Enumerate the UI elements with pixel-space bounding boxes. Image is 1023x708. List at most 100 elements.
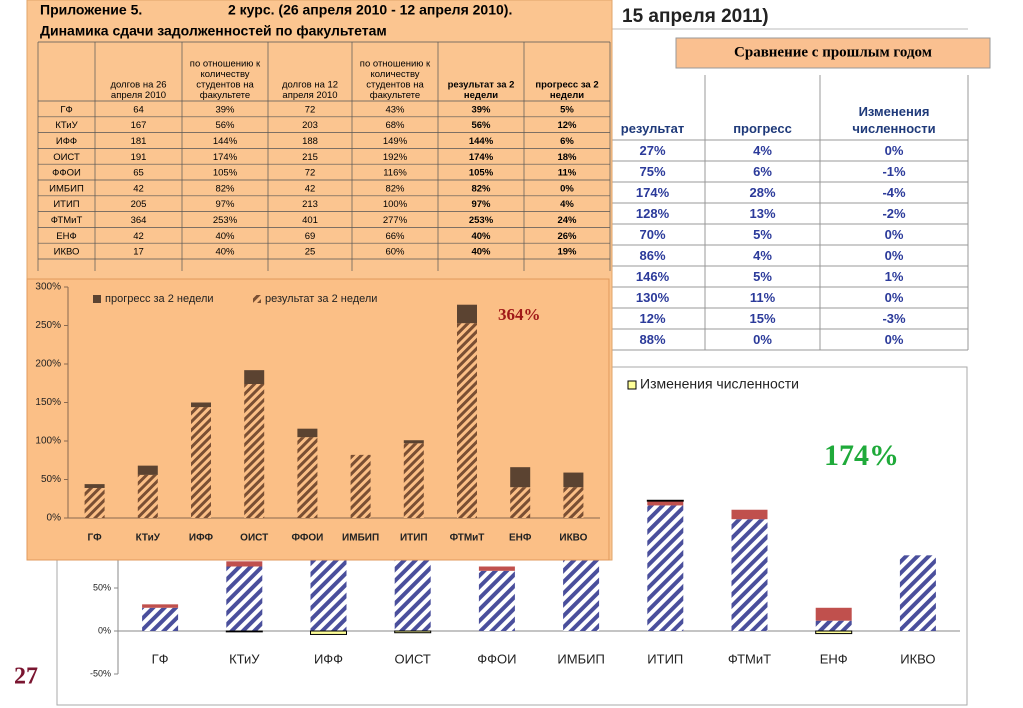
y-tick-label: 0% — [98, 625, 111, 635]
cell: 86% — [639, 248, 665, 263]
legend-swatch — [93, 295, 101, 303]
cell: 174% — [636, 185, 670, 200]
cell: 192% — [383, 152, 408, 163]
cell: 27% — [639, 143, 665, 158]
cell: 56% — [471, 120, 491, 131]
table-subtitle: 2 курс. (26 апреля 2010 - 12 апреля 2010… — [228, 2, 512, 18]
cell: 25 — [305, 247, 316, 258]
bar-segment — [226, 561, 263, 567]
y-tick-label: 50% — [41, 474, 61, 485]
bar-segment — [731, 509, 768, 520]
cell: 0% — [885, 227, 904, 242]
bar-segment — [84, 484, 105, 488]
front-panel: Приложение 5. 2 курс. (26 апреля 2010 - 1… — [26, 0, 613, 561]
bar-segment — [226, 566, 263, 631]
x-tick-label: ИМБИП — [557, 651, 604, 666]
cell: 40% — [215, 247, 235, 258]
cell: 97% — [471, 199, 491, 210]
x-tick-label: ФТМиТ — [728, 651, 771, 666]
cell: 60% — [385, 247, 405, 258]
column-header: Изменения численности — [852, 104, 935, 136]
cell: 65 — [133, 168, 144, 179]
cell: 5% — [753, 269, 772, 284]
bar-segment — [563, 472, 584, 488]
cell: -4% — [882, 185, 906, 200]
bar-segment — [297, 428, 318, 438]
bar-segment — [350, 454, 371, 518]
cell: ФТМиТ — [51, 215, 83, 226]
comparison-box — [675, 37, 991, 69]
cell: 12% — [557, 120, 577, 131]
cell: 15% — [749, 311, 775, 326]
bar-segment — [297, 437, 318, 518]
y-tick-label: 150% — [35, 397, 61, 408]
bar-segment — [403, 443, 424, 518]
x-tick-label: ИФФ — [189, 533, 214, 544]
x-tick-label: ОИСТ — [395, 651, 431, 666]
x-tick-label: ИКВО — [559, 533, 587, 544]
bar-segment — [815, 620, 852, 631]
legend-swatch — [253, 295, 261, 303]
cell: 43% — [385, 104, 405, 115]
bar-segment — [403, 440, 424, 444]
cell: ГФ — [60, 104, 72, 115]
x-tick-label: ФФОИ — [291, 533, 323, 544]
cell: 0% — [885, 290, 904, 305]
cell: -2% — [882, 206, 906, 221]
cell: 24% — [557, 215, 577, 226]
x-tick-label: ФТМиТ — [450, 533, 485, 544]
bar-segment — [142, 604, 179, 608]
comparison-label: Сравнение с прошлым годом — [734, 44, 932, 60]
cell: 39% — [215, 104, 235, 115]
x-tick-label: КТиУ — [136, 533, 161, 544]
bar-segment — [310, 630, 347, 635]
cell: 191 — [131, 152, 147, 163]
cell: ЕНФ — [56, 231, 76, 242]
cell: 19% — [557, 247, 577, 258]
bar-segment — [815, 607, 852, 621]
cell: 40% — [471, 231, 491, 242]
cell: ИФФ — [56, 136, 77, 147]
bar-segment — [647, 505, 684, 631]
x-tick-label: ФФОИ — [477, 651, 516, 666]
cell: 144% — [469, 136, 494, 147]
legend-label: прогресс за 2 недели — [105, 293, 214, 305]
cell: ИКВО — [54, 247, 80, 258]
cell: 5% — [753, 227, 772, 242]
cell: 4% — [560, 199, 574, 210]
y-tick-label: 100% — [35, 436, 61, 447]
x-tick-label: КТиУ — [229, 651, 260, 666]
column-header: результат за 2 недели — [448, 79, 515, 101]
legend-label: результат за 2 недели — [265, 293, 377, 305]
cell: 0% — [560, 183, 574, 194]
y-tick-label: 200% — [35, 359, 61, 370]
y-tick-label: 250% — [35, 320, 61, 331]
annotation: 364% — [498, 305, 541, 324]
cell: 253% — [213, 215, 238, 226]
x-tick-label: ИТИП — [400, 533, 428, 544]
annotation: 174% — [824, 439, 899, 472]
bar-segment — [510, 467, 531, 488]
cell: 18% — [557, 152, 577, 163]
x-tick-label: ИФФ — [314, 651, 343, 666]
cell: 0% — [885, 248, 904, 263]
cell: 149% — [383, 136, 408, 147]
bar-segment — [646, 499, 684, 502]
slide-number: 27 — [14, 664, 38, 690]
cell: 205 — [131, 199, 147, 210]
bar-segment — [244, 370, 265, 385]
cell: 72 — [305, 168, 316, 179]
bar-segment — [225, 630, 263, 633]
cell: 97% — [215, 199, 235, 210]
bar-segment — [563, 557, 600, 631]
cell: 56% — [215, 120, 235, 131]
table-caption: Динамика сдачи задолженностей по факульт… — [40, 23, 387, 39]
bar-segment — [647, 501, 684, 506]
cell: КТиУ — [55, 120, 78, 131]
x-tick-label: ГФ — [152, 651, 169, 666]
bar-segment — [191, 402, 211, 408]
bar-segment — [394, 630, 432, 634]
back-title: 15 апреля 2011) — [622, 6, 769, 27]
column-header: по отношению к количеству студентов на факу… — [360, 58, 431, 101]
